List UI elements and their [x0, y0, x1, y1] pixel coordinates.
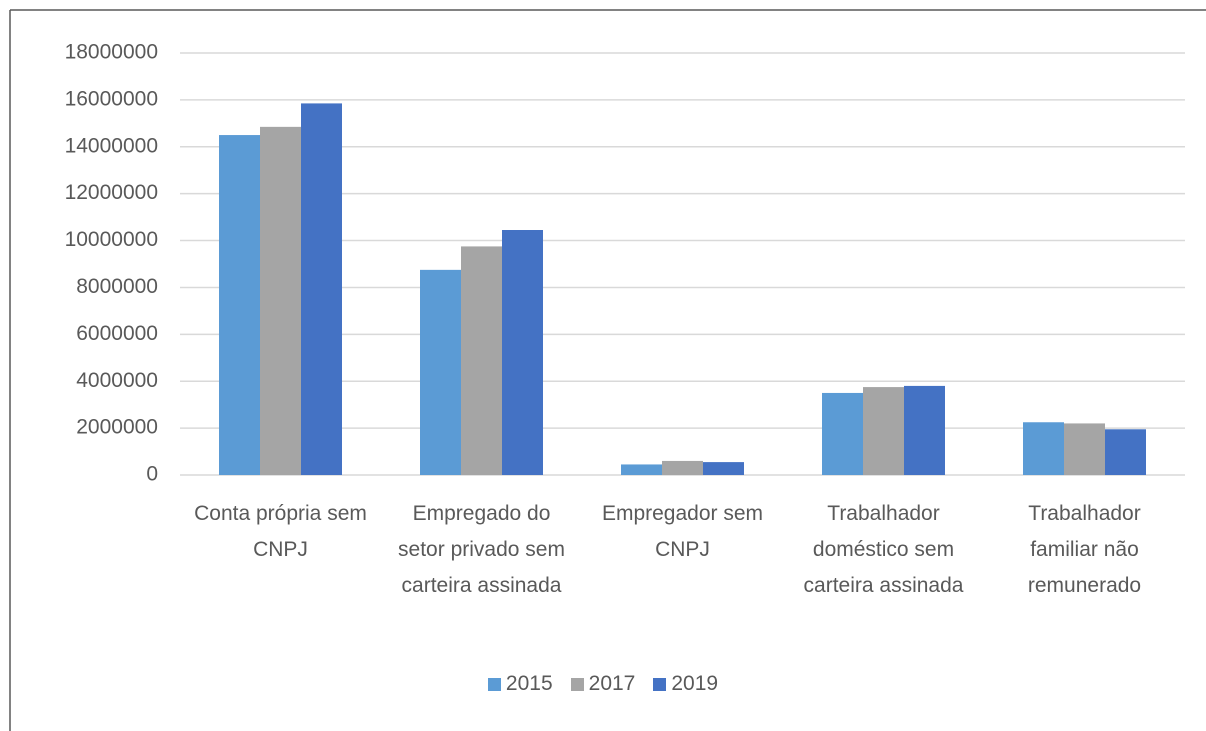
- bar: [461, 246, 502, 475]
- bar: [1105, 429, 1146, 475]
- y-tick-label: 4000000: [76, 369, 158, 392]
- legend-item: 2019: [653, 672, 718, 696]
- x-tick-label: Empregador sem CNPJ: [601, 502, 764, 561]
- y-tick-label: 10000000: [65, 228, 158, 251]
- x-tick-label: Empregado do setor privado sem carteira …: [398, 502, 565, 597]
- bar: [904, 385, 945, 475]
- legend-swatch: [570, 677, 584, 691]
- y-tick-label: 18000000: [65, 41, 158, 64]
- bar: [863, 387, 904, 475]
- bar: [621, 464, 662, 475]
- y-tick-label: 12000000: [65, 181, 158, 204]
- y-tick-label: 14000000: [65, 134, 158, 157]
- legend: 2015 2017 2019: [0, 672, 1206, 696]
- y-tick-label: 2000000: [76, 416, 158, 439]
- x-tick-label: Conta própria sem CNPJ: [194, 502, 367, 561]
- bar: [1023, 422, 1064, 475]
- y-tick-label: 6000000: [76, 322, 158, 345]
- legend-swatch: [487, 677, 501, 691]
- x-tick-label: Trabalhador doméstico sem carteira assin…: [803, 502, 964, 597]
- legend-label: 2019: [671, 672, 719, 695]
- legend-label: 2015: [505, 672, 553, 695]
- bar: [703, 462, 744, 475]
- bar: [301, 103, 342, 476]
- bar: [662, 460, 703, 475]
- x-tick-label: Trabalhador familiar não remunerado: [1027, 502, 1142, 597]
- legend-item: 2017: [570, 672, 636, 696]
- legend-label: 2017: [588, 672, 636, 695]
- bar: [420, 269, 461, 475]
- bar: [502, 230, 543, 475]
- bar: [260, 126, 301, 475]
- legend-item: 2015: [487, 672, 553, 696]
- bar: [822, 392, 863, 475]
- legend-swatch: [653, 677, 667, 691]
- y-tick-label: 8000000: [76, 275, 158, 298]
- y-tick-label: 0: [146, 463, 158, 486]
- bar: [219, 135, 260, 476]
- bar: [1064, 423, 1105, 475]
- y-tick-label: 16000000: [65, 87, 158, 110]
